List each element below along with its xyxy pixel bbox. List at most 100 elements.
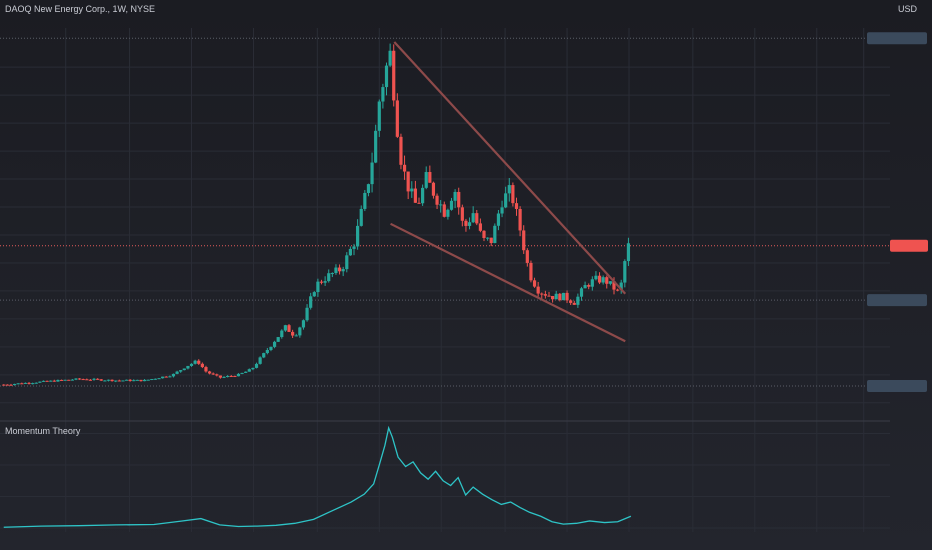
candle-body xyxy=(229,375,233,377)
candle-body xyxy=(529,262,533,281)
candle-body xyxy=(316,281,320,293)
candle-body xyxy=(395,100,399,137)
candle-body xyxy=(23,382,28,384)
price-marks xyxy=(0,37,890,387)
candle-body xyxy=(356,225,360,247)
candle-body xyxy=(186,365,190,369)
candle-body xyxy=(309,296,313,308)
candle-body xyxy=(345,255,349,270)
candle-body xyxy=(612,281,616,290)
candle-body xyxy=(442,204,446,217)
candle-body xyxy=(161,376,165,379)
candle-body xyxy=(319,281,324,283)
candle-body xyxy=(139,379,143,382)
momentum-line xyxy=(3,425,632,528)
candle-body xyxy=(128,379,132,382)
candle-body xyxy=(330,273,334,275)
candle-body xyxy=(417,202,421,204)
candle-body xyxy=(56,379,60,382)
candle-body xyxy=(34,382,38,384)
candle-body xyxy=(514,203,519,209)
candle-body xyxy=(132,380,136,382)
candle-body xyxy=(204,367,208,372)
candle-body xyxy=(291,331,295,336)
candle-body xyxy=(233,376,237,378)
candle-body xyxy=(164,376,168,378)
candle-body xyxy=(301,320,306,328)
candle-body xyxy=(392,50,396,101)
candle-body xyxy=(597,275,602,283)
candle-body xyxy=(449,200,454,210)
candle-body xyxy=(504,193,508,208)
candle-body xyxy=(337,267,342,272)
candle-body xyxy=(63,379,67,381)
candle-body xyxy=(428,172,432,183)
candle-body xyxy=(215,374,219,376)
trendline xyxy=(390,222,626,343)
candle-body xyxy=(312,292,316,297)
candle-body xyxy=(197,360,201,364)
candle-body xyxy=(182,368,186,371)
candle-body xyxy=(388,50,392,66)
candle-body xyxy=(435,195,439,205)
candle-body xyxy=(551,296,555,300)
candle-body xyxy=(272,341,277,347)
candle-body xyxy=(121,380,125,382)
candle-body xyxy=(240,372,244,374)
marker-badge xyxy=(867,32,927,45)
candle-body xyxy=(92,378,96,380)
candle-body xyxy=(384,65,389,88)
candle-body xyxy=(226,375,230,377)
candle-body xyxy=(576,296,580,305)
candle-body xyxy=(269,346,273,351)
candle-body xyxy=(547,295,551,297)
candle-body xyxy=(399,136,403,165)
candle-body xyxy=(254,363,259,368)
candle-body xyxy=(587,285,591,287)
candle-body xyxy=(236,373,241,377)
candle-body xyxy=(2,384,6,386)
candle-body xyxy=(85,379,89,381)
candle-body xyxy=(16,383,20,385)
candle-body xyxy=(88,379,93,381)
candle-body xyxy=(605,277,609,284)
candle-body xyxy=(193,360,197,364)
candle-body xyxy=(590,279,594,287)
candle-body xyxy=(500,207,504,214)
candle-body xyxy=(536,286,540,294)
candle-body xyxy=(287,325,291,332)
candle-body xyxy=(222,376,226,378)
axes xyxy=(867,32,928,392)
candle-body xyxy=(262,353,266,358)
candle-body xyxy=(74,378,78,380)
candle-body xyxy=(457,191,461,208)
candle-body xyxy=(431,182,436,196)
candle-body xyxy=(110,379,114,382)
candle-body xyxy=(507,185,511,194)
candle-body xyxy=(59,379,64,381)
candle-body xyxy=(341,269,345,272)
momentum-marks xyxy=(3,425,632,528)
candle-body xyxy=(81,379,85,381)
candle-body xyxy=(171,373,176,377)
indicator-title[interactable]: Momentum Theory xyxy=(5,426,81,436)
candle-body xyxy=(247,369,251,372)
candle-body xyxy=(103,380,107,382)
candle-body xyxy=(464,220,468,226)
candle-body xyxy=(52,380,56,382)
candle-body xyxy=(150,379,154,381)
candle-body xyxy=(9,384,13,386)
candle-body xyxy=(540,293,544,295)
candle-body xyxy=(478,223,482,231)
candle-body xyxy=(5,384,9,386)
candle-body xyxy=(475,213,479,224)
candle-body xyxy=(359,208,363,226)
candle-body xyxy=(565,292,569,301)
candle-body xyxy=(77,378,82,380)
candle-body xyxy=(402,164,407,172)
candle-body xyxy=(532,280,537,287)
candle-body xyxy=(601,277,605,283)
candle-body xyxy=(446,209,450,217)
